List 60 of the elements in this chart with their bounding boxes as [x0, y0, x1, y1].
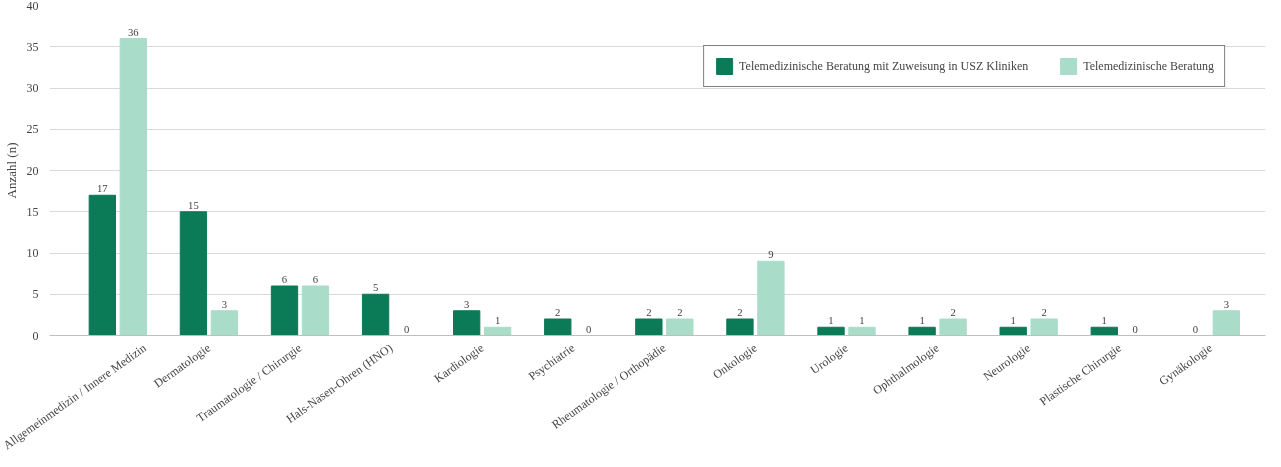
data-label: 0: [1132, 323, 1138, 335]
data-label: 1: [919, 315, 925, 327]
bar: [908, 326, 936, 336]
data-label: 0: [586, 323, 592, 335]
data-label: 1: [494, 315, 501, 327]
bar: [999, 326, 1027, 336]
bar: [210, 310, 239, 336]
data-label: 2: [646, 307, 652, 318]
data-label: 1: [828, 315, 834, 327]
y-tick-label: 10: [26, 246, 39, 260]
bar: [1030, 318, 1058, 336]
y-tick-label: 20: [26, 163, 39, 178]
y-tick-label: 25: [26, 122, 39, 137]
bar: [453, 310, 481, 336]
data-label: 17: [97, 183, 109, 195]
data-label: 0: [1192, 323, 1199, 335]
data-label: 2: [677, 307, 683, 318]
bar: [635, 318, 663, 336]
y-tick-label: 30: [26, 81, 39, 95]
bar: [1090, 326, 1118, 336]
bar: [666, 318, 694, 336]
y-tick-label: 0: [32, 328, 39, 343]
bar: [726, 318, 754, 336]
bar: [88, 194, 116, 336]
bar: [817, 326, 845, 336]
bar: [757, 260, 785, 336]
data-label: 1: [1010, 315, 1016, 327]
y-tick-label: 15: [26, 204, 39, 219]
bar: [544, 318, 572, 336]
bar: [939, 318, 967, 336]
data-label: 6: [312, 274, 319, 285]
y-tick-label: 5: [32, 287, 39, 302]
bar: [483, 326, 512, 336]
data-label: 36: [127, 26, 140, 38]
bar: [301, 285, 330, 336]
bar: [361, 293, 390, 336]
y-axis-title: Anzahl (n): [3, 142, 19, 199]
data-label: 3: [464, 298, 470, 310]
bar: [179, 211, 208, 336]
data-label: 2: [737, 307, 743, 318]
legend-label: Telemedizinische Beratung: [1083, 58, 1214, 74]
data-label: 6: [281, 274, 288, 285]
bar: [848, 326, 876, 336]
data-label: 15: [188, 199, 199, 211]
y-tick-label: 35: [26, 39, 39, 54]
data-label: 5: [372, 282, 379, 294]
bar: [119, 38, 147, 336]
y-tick-label: 40: [26, 0, 39, 13]
legend-label: Telemedizinische Beratung mit Zuweisung in USZ Kliniken: [739, 58, 1029, 74]
bar: [1212, 310, 1240, 336]
data-label: 3: [221, 298, 228, 310]
data-label: 3: [1223, 298, 1229, 310]
bar: [270, 285, 299, 336]
data-label: 2: [950, 307, 956, 318]
data-label: 2: [1041, 307, 1047, 318]
data-label: 1: [1101, 315, 1107, 327]
data-label: 0: [403, 323, 410, 335]
data-label: 9: [768, 249, 774, 261]
data-label: 2: [555, 307, 561, 318]
data-label: 1: [859, 315, 865, 327]
